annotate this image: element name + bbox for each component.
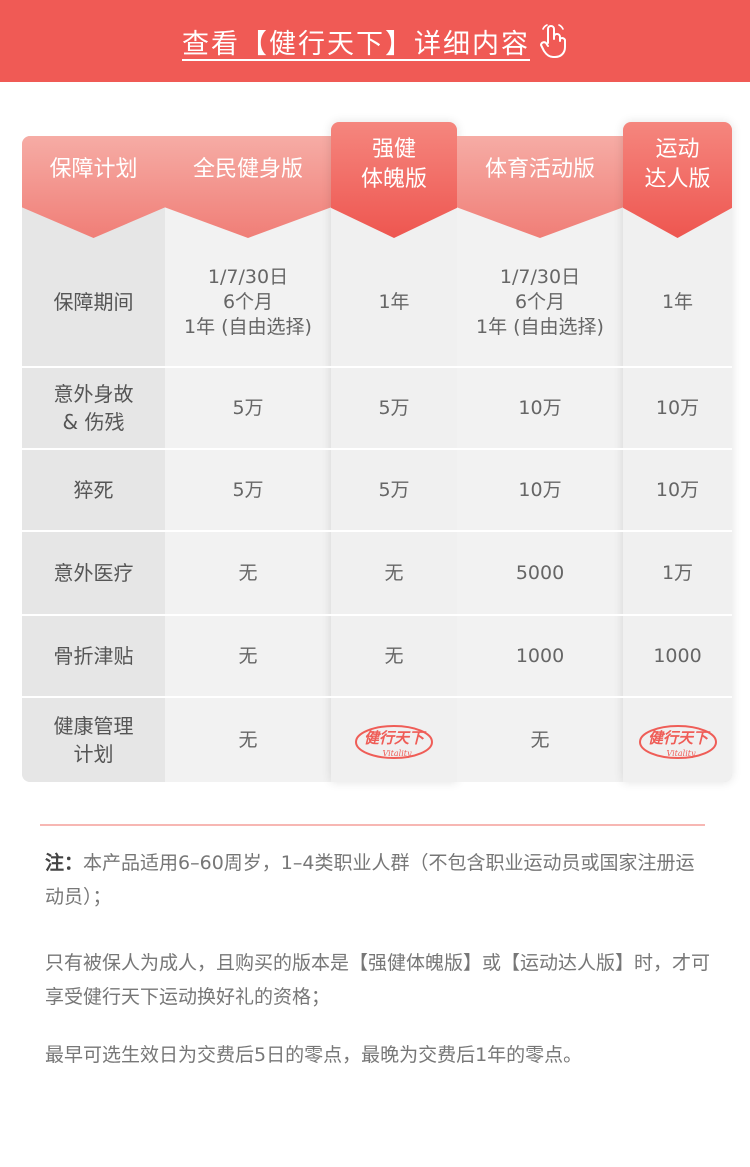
cell-health-yundong: 健行天下 Vitality	[623, 698, 732, 782]
note-eligibility: 只有被保人为成人，且购买的版本是【强健体魄版】或【运动达人版】时，才可享受健行天…	[45, 952, 711, 1008]
cell-period-yundong: 1年	[661, 290, 694, 313]
row-divider	[22, 614, 732, 616]
cell-death-qiangjian: 5万	[378, 396, 410, 419]
row-divider	[22, 366, 732, 368]
cell-fracture-qiangjian: 无	[384, 644, 404, 667]
cell-sudden-yundong: 10万	[655, 478, 700, 501]
cell-sudden-quanmin: 5万	[232, 478, 264, 501]
cell-medical-qiangjian: 无	[384, 561, 404, 584]
cell-sudden-qiangjian: 5万	[378, 478, 410, 501]
note-prefix: 注：	[45, 852, 84, 874]
column-tiyu: 体育活动版	[457, 122, 623, 782]
vitality-logo-icon: 健行天下 Vitality	[355, 725, 433, 759]
row-label-health-plan: 健康管理 计划	[53, 714, 134, 766]
cell-health-tiyu: 无	[530, 728, 550, 751]
row-label-death-disability: 意外身故 & 伤残	[53, 382, 134, 434]
cell-period-quanmin: 1/7/30日 6个月 1年 (自由选择)	[184, 265, 312, 338]
svg-text:Vitality: Vitality	[666, 749, 696, 758]
note-age-occupation: 注：本产品适用6–60周岁，1–4类职业人群（不包含职业运动员或国家注册运动员）…	[45, 846, 713, 914]
column-quanmin: 全民健身版	[165, 122, 331, 782]
row-label-fracture: 骨折津贴	[53, 644, 134, 668]
column-yundong: 运动 达人版	[623, 122, 732, 782]
cell-sudden-tiyu: 10万	[518, 478, 562, 501]
cell-health-qiangjian: 健行天下 Vitality	[331, 698, 457, 782]
row-label-period: 保障期间	[53, 290, 134, 314]
coverage-comparison-table: 保障计划 全民健身版 强健 体魄版 体育活动版 运动 达人版 保障期间 1/7/…	[22, 122, 732, 782]
cell-medical-quanmin: 无	[238, 561, 258, 584]
section-divider	[40, 824, 705, 826]
cell-fracture-quanmin: 无	[238, 644, 258, 667]
row-divider	[22, 696, 732, 698]
vitality-logo-icon: 健行天下 Vitality	[638, 725, 717, 759]
cell-period-tiyu: 1/7/30日 6个月 1年 (自由选择)	[476, 265, 604, 338]
row-label-sudden-death: 猝死	[73, 478, 114, 502]
cell-medical-tiyu: 5000	[515, 561, 565, 584]
cell-fracture-yundong: 1000	[653, 644, 702, 667]
svg-text:健行天下: 健行天下	[647, 729, 710, 747]
cell-medical-yundong: 1万	[661, 561, 694, 584]
hand-pointer-icon	[540, 24, 566, 58]
cell-death-tiyu: 10万	[518, 396, 562, 419]
row-divider	[22, 530, 732, 532]
cell-death-yundong: 10万	[655, 396, 700, 419]
row-divider	[22, 448, 732, 450]
top-banner: 查看【健行天下】详细内容	[0, 0, 750, 82]
svg-text:Vitality: Vitality	[382, 749, 412, 758]
note-line-1: 本产品适用6–60周岁，1–4类职业人群（不包含职业运动员或国家注册运动员）；	[45, 852, 695, 908]
cell-period-qiangjian: 1年	[378, 290, 410, 313]
note-effective-date: 最早可选生效日为交费后5日的零点，最晚为交费后1年的零点。	[45, 1044, 583, 1066]
cell-health-quanmin: 无	[238, 728, 258, 751]
row-label-medical: 意外医疗	[53, 561, 134, 585]
cell-fracture-tiyu: 1000	[515, 644, 565, 667]
details-link[interactable]: 查看【健行天下】详细内容	[182, 28, 530, 60]
column-plan-labels: 保障计划	[22, 122, 165, 782]
column-qiangjian: 强健 体魄版	[331, 122, 457, 782]
svg-text:健行天下: 健行天下	[364, 729, 427, 747]
cell-death-quanmin: 5万	[232, 396, 264, 419]
